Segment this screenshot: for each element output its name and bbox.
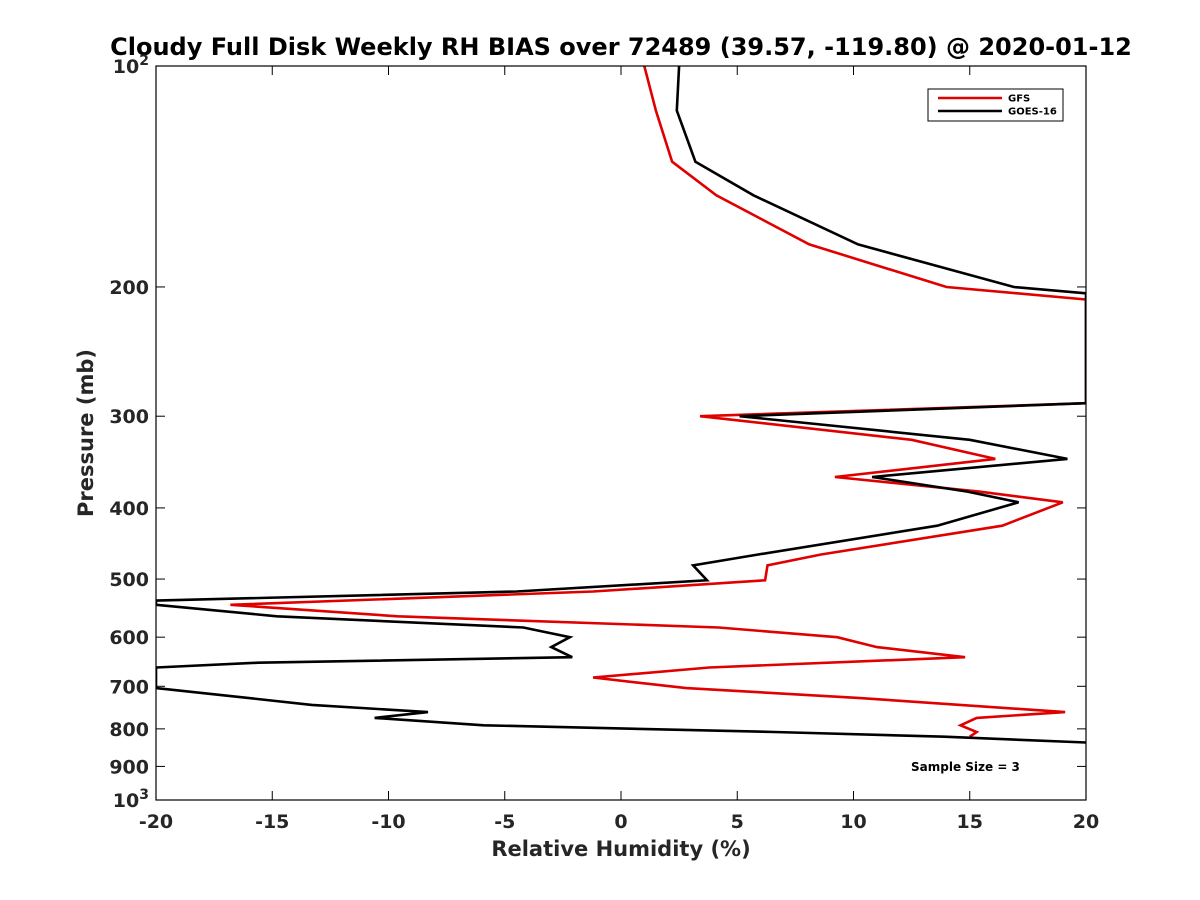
series-line-gfs [230, 66, 1086, 738]
legend-label-goes-16: GOES-16 [1008, 107, 1057, 118]
chart-title: Cloudy Full Disk Weekly RH BIAS over 724… [110, 33, 1132, 61]
legend-box [927, 88, 1064, 122]
y-tick-label: 200 [109, 277, 149, 299]
series-layer [156, 66, 1086, 744]
y-axis-label: Pressure (mb) [74, 349, 98, 517]
x-tick-label: 20 [1073, 811, 1099, 833]
y-tick-label: 800 [109, 719, 149, 741]
plot-frame [155, 65, 1087, 801]
series-line-goes-16 [156, 66, 1086, 744]
x-tick-label: 15 [957, 811, 983, 833]
y-tick-label: 103 [113, 787, 149, 812]
x-tick-label: -10 [371, 811, 405, 833]
y-tick-label: 600 [109, 627, 149, 649]
plot-area [155, 65, 1087, 801]
x-tick-label: 10 [840, 811, 866, 833]
x-tick-label: 5 [731, 811, 744, 833]
y-tick-label: 300 [109, 406, 149, 428]
y-tick-label: 700 [109, 676, 149, 698]
x-axis-label: Relative Humidity (%) [491, 837, 750, 861]
y-tick-label: 400 [109, 498, 149, 520]
x-tick-label: -5 [494, 811, 515, 833]
legend-label-gfs: GFS [1008, 94, 1030, 105]
legend: GFS GOES-16 [927, 88, 1064, 122]
y-tick-label: 500 [109, 569, 149, 591]
y-tick-label: 900 [109, 756, 149, 778]
x-tick-label: -20 [139, 811, 173, 833]
x-axis: -20 -15 -10 -5 0 5 10 15 20 [139, 66, 1099, 833]
sample-size-annotation: Sample Size = 3 [911, 760, 1020, 774]
x-tick-label: 0 [614, 811, 627, 833]
y-axis: 102 200 300 400 500 600 700 800 900 103 [109, 53, 1086, 812]
y-tick-label: 102 [113, 53, 149, 78]
x-tick-label: -15 [255, 811, 289, 833]
